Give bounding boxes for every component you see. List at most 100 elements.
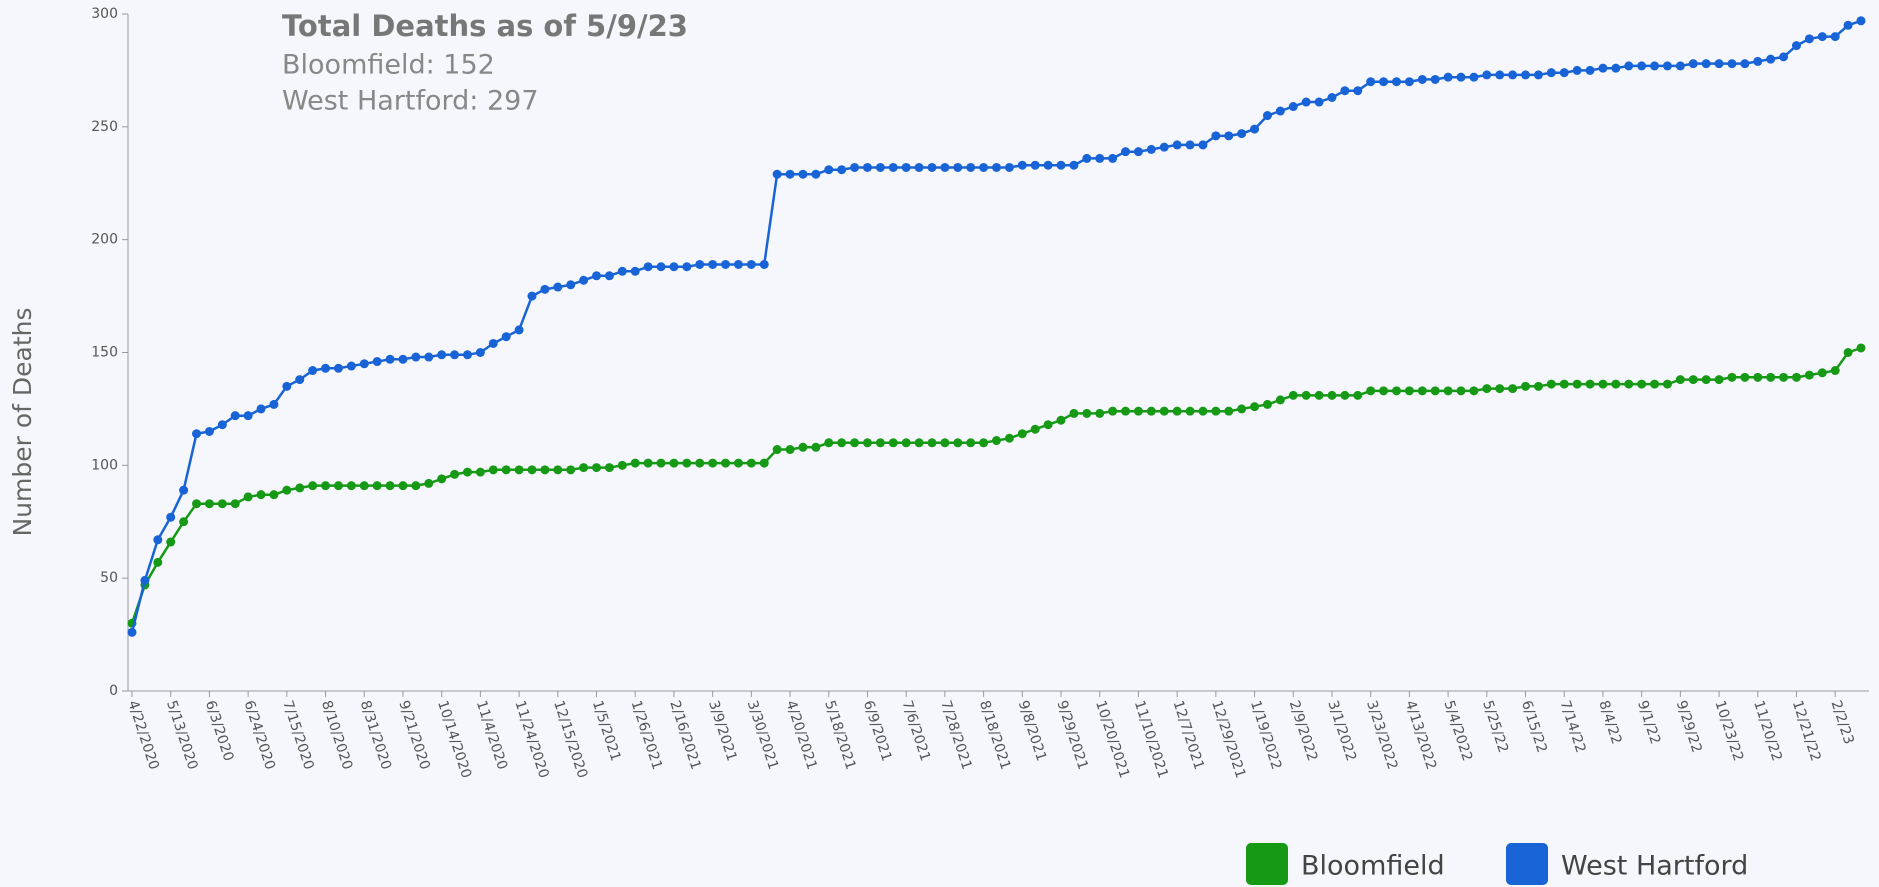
data-point <box>992 162 1001 172</box>
legend-swatch <box>1246 843 1288 885</box>
legend-swatch <box>1506 843 1548 885</box>
data-point <box>1391 77 1401 87</box>
data-point <box>1559 379 1569 389</box>
data-point <box>1146 144 1156 154</box>
data-point <box>1598 379 1608 389</box>
data-point <box>1856 343 1866 353</box>
y-tick-label: 50 <box>100 570 118 586</box>
data-point <box>862 438 872 448</box>
data-point <box>1533 381 1543 391</box>
data-point <box>1004 162 1014 172</box>
data-point <box>1585 379 1595 389</box>
data-point <box>733 259 743 269</box>
data-point <box>1288 102 1298 112</box>
data-point <box>462 467 472 477</box>
data-point <box>153 557 163 567</box>
data-point <box>1779 52 1789 62</box>
data-point <box>811 169 821 179</box>
data-point <box>862 162 872 172</box>
data-point <box>850 162 860 172</box>
data-point <box>1366 77 1376 87</box>
data-point <box>1740 372 1750 382</box>
data-point <box>1817 32 1827 42</box>
data-point <box>1185 406 1195 416</box>
data-point <box>1146 406 1156 416</box>
data-point <box>604 271 614 281</box>
data-point <box>1637 61 1647 71</box>
data-point <box>837 438 847 448</box>
data-point <box>1379 386 1389 396</box>
data-point <box>708 259 718 269</box>
data-point <box>1391 386 1401 396</box>
data-point <box>1572 379 1582 389</box>
data-point <box>1572 65 1582 75</box>
data-point <box>1237 404 1247 414</box>
data-point <box>501 332 511 342</box>
data-point <box>1095 153 1105 163</box>
data-point <box>385 354 395 364</box>
data-point <box>1688 59 1698 69</box>
data-point <box>1675 375 1685 385</box>
data-point <box>1727 59 1737 69</box>
data-point <box>1430 386 1440 396</box>
data-point <box>1211 406 1221 416</box>
data-point <box>1650 379 1660 389</box>
data-point <box>514 325 524 335</box>
data-point <box>1417 386 1427 396</box>
data-point <box>604 463 614 473</box>
data-point <box>1340 86 1350 96</box>
data-point <box>785 445 795 455</box>
data-point <box>1172 406 1182 416</box>
data-point <box>1662 61 1672 71</box>
data-point <box>308 481 318 491</box>
data-point <box>1159 142 1169 152</box>
data-point <box>282 485 292 495</box>
data-point <box>1314 97 1324 107</box>
data-point <box>888 162 898 172</box>
data-point <box>540 284 550 294</box>
data-point <box>1675 61 1685 71</box>
data-point <box>1727 372 1737 382</box>
data-point <box>1250 402 1260 412</box>
data-point <box>1546 379 1556 389</box>
data-point <box>437 350 447 360</box>
data-point <box>1546 68 1556 78</box>
data-point <box>1262 111 1272 121</box>
data-point <box>1275 395 1285 405</box>
data-point <box>1301 390 1311 400</box>
data-point <box>669 458 679 468</box>
data-point <box>566 465 576 475</box>
data-point <box>475 467 485 477</box>
data-point <box>1366 386 1376 396</box>
y-tick-label: 250 <box>91 119 118 135</box>
data-point <box>875 438 885 448</box>
data-point <box>566 280 576 290</box>
data-point <box>243 492 253 502</box>
data-point <box>656 262 666 272</box>
data-point <box>733 458 743 468</box>
data-point <box>914 438 924 448</box>
data-point <box>385 481 395 491</box>
data-point <box>1495 384 1505 394</box>
data-point <box>1237 129 1247 139</box>
data-point <box>1108 406 1118 416</box>
data-point <box>1469 386 1479 396</box>
data-point <box>1004 433 1014 443</box>
data-point <box>785 169 795 179</box>
data-point <box>579 275 589 285</box>
data-point <box>1521 381 1531 391</box>
data-point <box>527 291 537 301</box>
data-point <box>979 162 989 172</box>
data-point <box>1224 131 1234 141</box>
data-point <box>488 465 498 475</box>
data-point <box>346 361 356 371</box>
data-point <box>914 162 924 172</box>
data-point <box>1198 140 1208 150</box>
legend-label: Bloomfield <box>1301 851 1445 882</box>
data-point <box>1340 390 1350 400</box>
data-point <box>1611 63 1621 73</box>
data-point <box>746 259 756 269</box>
data-point <box>708 458 718 468</box>
data-point <box>1585 65 1595 75</box>
